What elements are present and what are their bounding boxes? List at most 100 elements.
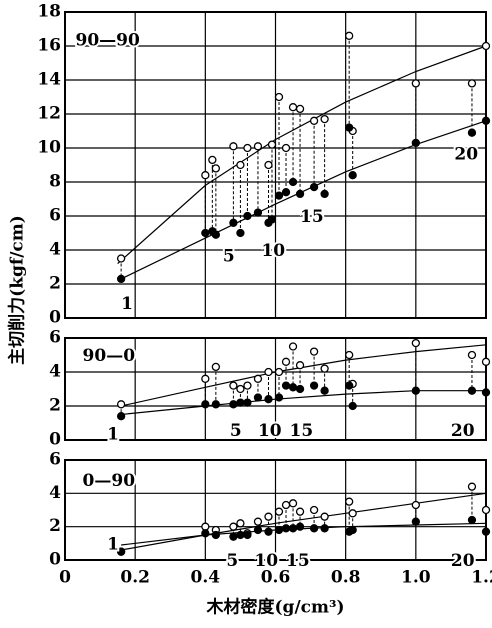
open-marker: [288, 342, 298, 351]
annotation: 15: [290, 421, 314, 441]
filled-marker: [253, 525, 263, 535]
annotation: 20: [454, 144, 478, 164]
filled-marker: [274, 393, 284, 402]
open-marker: [295, 361, 305, 370]
open-marker: [243, 143, 252, 153]
y-tick-label: 6: [49, 206, 61, 226]
open-marker: [481, 505, 491, 515]
annotation: 10: [261, 241, 285, 261]
open-marker: [229, 522, 238, 531]
open-marker: [288, 499, 298, 508]
annotation: 15: [286, 551, 310, 571]
open-marker: [201, 374, 210, 383]
open-marker: [264, 512, 273, 521]
open-marker: [236, 384, 245, 394]
x-tick-label: 0.4: [191, 568, 221, 588]
annotation: 1: [121, 294, 133, 314]
filled-marker: [201, 529, 210, 538]
filled-marker: [267, 215, 277, 224]
filled-marker: [288, 177, 298, 187]
filled-marker: [201, 228, 210, 238]
annotation: 90—90: [76, 30, 140, 50]
filled-marker: [309, 381, 319, 390]
filled-marker: [345, 381, 354, 390]
y-tick-label: 12: [37, 104, 61, 124]
open-marker: [281, 357, 291, 366]
filled-marker: [229, 218, 238, 227]
filled-marker: [253, 393, 263, 402]
open-marker: [411, 338, 420, 348]
open-marker: [281, 143, 291, 153]
open-marker: [411, 79, 420, 88]
y-tick-label: 4: [49, 240, 61, 260]
filled-marker: [320, 524, 329, 533]
filled-marker: [236, 228, 245, 238]
open-marker: [116, 254, 126, 263]
open-marker: [267, 140, 277, 149]
open-marker: [243, 381, 252, 390]
open-marker: [309, 505, 319, 515]
open-marker: [229, 142, 238, 151]
filled-marker: [309, 182, 319, 192]
filled-marker: [481, 527, 491, 536]
filled-marker: [229, 532, 238, 541]
filled-marker: [253, 208, 263, 217]
y-axis-label: 主切削力(kgf/cm): [7, 215, 28, 365]
open-marker: [229, 381, 238, 390]
y-tick-label: 4: [49, 483, 61, 503]
filled-marker: [274, 191, 284, 200]
filled-marker: [288, 383, 298, 392]
annotation: 10: [258, 421, 282, 441]
filled-marker: [281, 381, 291, 390]
open-marker: [348, 509, 357, 518]
open-marker: [208, 155, 217, 165]
open-marker: [274, 92, 284, 102]
filled-marker: [467, 515, 477, 525]
annotation: 15: [300, 207, 324, 227]
filled-marker: [236, 398, 245, 407]
filled-marker: [411, 386, 420, 395]
filled-marker: [481, 116, 491, 125]
x-tick-label: 0.2: [120, 568, 150, 588]
filled-marker: [295, 384, 305, 394]
filled-marker: [348, 171, 357, 180]
x-tick-label: 1.0: [401, 568, 431, 588]
open-marker: [236, 519, 245, 528]
y-tick-label: 2: [49, 274, 61, 294]
y-tick-label: 4: [49, 362, 61, 382]
annotation: 1: [107, 535, 119, 555]
open-marker: [345, 350, 354, 360]
x-tick-label: 0: [59, 568, 71, 588]
filled-marker: [411, 138, 420, 148]
open-marker: [274, 507, 284, 516]
open-marker: [295, 104, 305, 114]
filled-marker: [411, 517, 420, 526]
open-marker: [481, 357, 491, 366]
filled-marker: [309, 524, 319, 533]
open-marker: [274, 367, 284, 377]
filled-marker: [274, 525, 284, 535]
open-marker: [320, 512, 329, 521]
annotation: 5: [226, 551, 238, 571]
annotation: 1: [107, 424, 119, 444]
open-marker: [467, 350, 477, 360]
annotation: 10: [254, 551, 278, 571]
trend-line: [121, 492, 487, 551]
y-tick-label: 0: [49, 308, 61, 328]
open-marker: [295, 507, 305, 516]
open-marker: [201, 171, 210, 180]
filled-marker: [264, 527, 273, 536]
open-marker: [309, 116, 319, 125]
filled-marker: [348, 525, 357, 535]
filled-marker: [348, 401, 357, 411]
filled-marker: [116, 412, 126, 421]
open-marker: [253, 517, 263, 526]
annotation: 90—0: [83, 346, 136, 366]
filled-marker: [116, 274, 126, 284]
x-tick-label: 0.8: [331, 568, 361, 588]
y-tick-label: 6: [49, 328, 61, 348]
open-marker: [320, 364, 329, 373]
open-marker: [236, 160, 245, 170]
annotation: 20: [451, 551, 475, 571]
x-tick-label: 0.6: [261, 568, 291, 588]
